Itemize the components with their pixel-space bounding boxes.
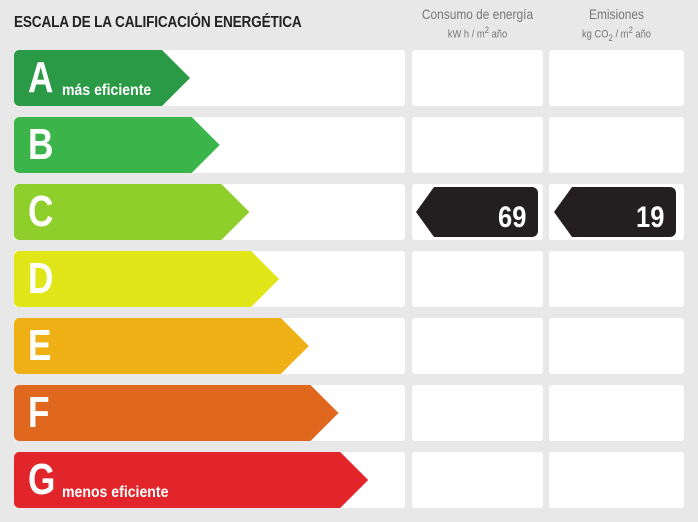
rating-arrow: C bbox=[14, 184, 249, 240]
rating-row-g: G menos eficiente bbox=[0, 452, 698, 508]
consumption-cell bbox=[412, 50, 543, 106]
consumption-cell bbox=[412, 251, 543, 307]
rating-letter: C bbox=[28, 187, 54, 236]
rating-sublabel: más eficiente bbox=[62, 82, 152, 99]
consumption-value-tag: 69 bbox=[416, 187, 538, 237]
rating-row-f: F bbox=[0, 385, 698, 441]
emissions-cell bbox=[549, 50, 684, 106]
page-title: ESCALA DE LA CALIFICACIÓN ENERGÉTICA bbox=[14, 14, 302, 31]
emissions-label: Emisiones bbox=[589, 6, 644, 22]
consumption-label: Consumo de energía bbox=[421, 6, 534, 22]
rating-arrow: F bbox=[14, 385, 339, 441]
rating-letter: F bbox=[28, 388, 50, 437]
rating-letter: A bbox=[28, 53, 54, 102]
rating-sublabel: menos eficiente bbox=[62, 484, 169, 501]
consumption-unit: kW h / m2 año bbox=[447, 25, 508, 41]
emissions-cell bbox=[549, 385, 684, 441]
emissions-header: Emisiones kg CO2 / m2 año bbox=[559, 6, 674, 43]
rating-letter: D bbox=[28, 254, 54, 303]
rating-row-b: B bbox=[0, 117, 698, 173]
rating-letter: B bbox=[28, 120, 54, 169]
consumption-cell bbox=[412, 452, 543, 508]
consumption-value: 69 bbox=[497, 201, 526, 234]
rating-row-c: C 69 19 bbox=[0, 184, 698, 240]
emissions-unit: kg CO2 / m2 año bbox=[582, 25, 651, 43]
rating-row-e: E bbox=[0, 318, 698, 374]
rating-arrow: A más eficiente bbox=[14, 50, 190, 106]
consumption-header: Consumo de energía kW h / m2 año bbox=[422, 6, 533, 41]
emissions-cell bbox=[549, 452, 684, 508]
rating-arrow: G menos eficiente bbox=[14, 452, 368, 508]
consumption-cell bbox=[412, 385, 543, 441]
emissions-cell bbox=[549, 251, 684, 307]
emissions-value: 19 bbox=[635, 201, 664, 234]
rating-row-d: D bbox=[0, 251, 698, 307]
rating-letter: E bbox=[28, 321, 52, 370]
consumption-cell bbox=[412, 117, 543, 173]
rating-arrow: B bbox=[14, 117, 220, 173]
rating-arrow: E bbox=[14, 318, 309, 374]
consumption-cell bbox=[412, 318, 543, 374]
emissions-cell bbox=[549, 117, 684, 173]
rating-row-a: A más eficiente bbox=[0, 50, 698, 106]
emissions-cell bbox=[549, 318, 684, 374]
rating-letter: G bbox=[28, 455, 56, 504]
rating-arrow: D bbox=[14, 251, 279, 307]
emissions-value-tag: 19 bbox=[554, 187, 676, 237]
